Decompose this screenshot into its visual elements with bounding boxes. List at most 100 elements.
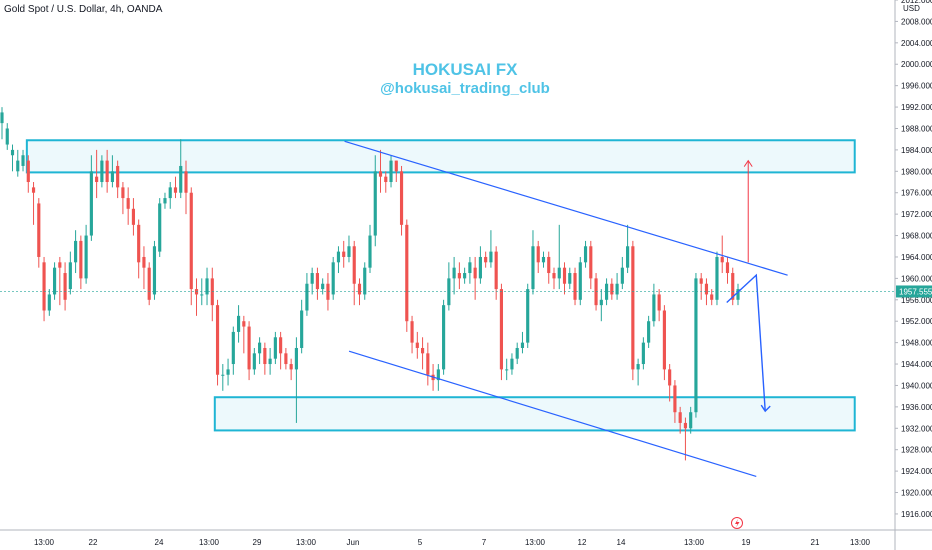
candle[interactable]: [689, 406, 693, 434]
candle[interactable]: [26, 155, 30, 193]
candle[interactable]: [694, 273, 698, 418]
candle[interactable]: [37, 198, 41, 268]
candle[interactable]: [715, 251, 719, 306]
candle[interactable]: [284, 347, 288, 370]
candle[interactable]: [610, 278, 614, 300]
candle[interactable]: [731, 267, 735, 306]
candle[interactable]: [84, 224, 88, 284]
candle[interactable]: [310, 267, 314, 295]
candle[interactable]: [562, 262, 567, 295]
candle[interactable]: [452, 256, 456, 295]
candle[interactable]: [121, 182, 125, 215]
candle[interactable]: [641, 337, 645, 370]
candle[interactable]: [426, 342, 430, 386]
resistance-zone[interactable]: [25, 139, 856, 174]
candle[interactable]: [531, 230, 535, 295]
candle[interactable]: [652, 283, 656, 327]
candle[interactable]: [16, 149, 20, 177]
candle[interactable]: [510, 353, 514, 375]
candle[interactable]: [300, 299, 304, 354]
candle[interactable]: [357, 278, 362, 306]
candle[interactable]: [573, 267, 577, 306]
candle[interactable]: [231, 326, 235, 375]
candle[interactable]: [678, 406, 682, 434]
candle[interactable]: [247, 321, 251, 381]
candle[interactable]: [268, 347, 272, 375]
candle[interactable]: [10, 144, 15, 172]
candle[interactable]: [252, 347, 256, 375]
candle[interactable]: [263, 342, 267, 375]
candle[interactable]: [142, 246, 146, 290]
candle[interactable]: [79, 235, 83, 290]
channel-upper-line[interactable]: [344, 140, 788, 276]
channel-lines[interactable]: [344, 140, 788, 478]
candle[interactable]: [352, 240, 356, 306]
candle[interactable]: [221, 364, 225, 391]
candle[interactable]: [673, 380, 677, 423]
candle[interactable]: [420, 337, 425, 370]
candle[interactable]: [478, 246, 482, 284]
candle[interactable]: [147, 262, 151, 306]
supply-demand-zones[interactable]: [25, 139, 856, 432]
candle[interactable]: [95, 149, 99, 199]
candle[interactable]: [578, 256, 582, 306]
candle[interactable]: [336, 246, 341, 274]
candle[interactable]: [620, 256, 624, 290]
candle[interactable]: [604, 278, 609, 306]
candle[interactable]: [699, 273, 703, 300]
candle[interactable]: [526, 283, 530, 348]
candle[interactable]: [373, 155, 377, 247]
candle[interactable]: [457, 262, 461, 290]
candle[interactable]: [662, 305, 666, 381]
candle[interactable]: [736, 283, 740, 306]
candle[interactable]: [74, 230, 78, 274]
time-axis[interactable]: 13:00 22 24 13:00 29 13:00 Jun 5 7 13:00 12 14 13:00…: [34, 517, 871, 548]
candle[interactable]: [568, 267, 572, 290]
candle[interactable]: [242, 315, 246, 354]
candle[interactable]: [615, 273, 619, 300]
candle[interactable]: [184, 160, 188, 215]
candle[interactable]: [279, 331, 283, 370]
candle[interactable]: [236, 305, 241, 343]
candle[interactable]: [515, 342, 519, 365]
candle[interactable]: [105, 149, 109, 193]
projection-path[interactable]: [726, 273, 766, 412]
candle[interactable]: [321, 278, 325, 295]
candle[interactable]: [100, 155, 104, 188]
candle[interactable]: [205, 267, 209, 306]
candle[interactable]: [636, 358, 640, 386]
candle[interactable]: [399, 165, 404, 236]
candle[interactable]: [163, 192, 167, 209]
candle[interactable]: [5, 123, 9, 150]
candle[interactable]: [42, 256, 46, 322]
candle[interactable]: [557, 224, 561, 290]
candle[interactable]: [63, 262, 67, 311]
candle[interactable]: [436, 364, 440, 391]
candle[interactable]: [137, 219, 141, 279]
candle[interactable]: [226, 358, 230, 386]
candle[interactable]: [21, 149, 25, 172]
last-price-tag[interactable]: [896, 285, 932, 298]
candle[interactable]: [258, 337, 262, 365]
candle[interactable]: [657, 289, 661, 322]
candle[interactable]: [331, 256, 335, 300]
candle[interactable]: [168, 182, 172, 209]
candle[interactable]: [110, 155, 114, 188]
candle[interactable]: [47, 289, 51, 316]
candle[interactable]: [442, 299, 446, 375]
candle[interactable]: [599, 289, 603, 322]
candle[interactable]: [0, 107, 4, 140]
candlesticks[interactable]: [0, 107, 740, 461]
candle[interactable]: [552, 267, 556, 290]
candle[interactable]: [668, 364, 672, 402]
candle[interactable]: [626, 224, 630, 274]
candle[interactable]: [289, 358, 293, 381]
candle[interactable]: [589, 240, 593, 290]
candle[interactable]: [683, 417, 688, 461]
candle[interactable]: [725, 256, 730, 284]
candle[interactable]: [378, 149, 383, 193]
candle[interactable]: [520, 331, 525, 354]
